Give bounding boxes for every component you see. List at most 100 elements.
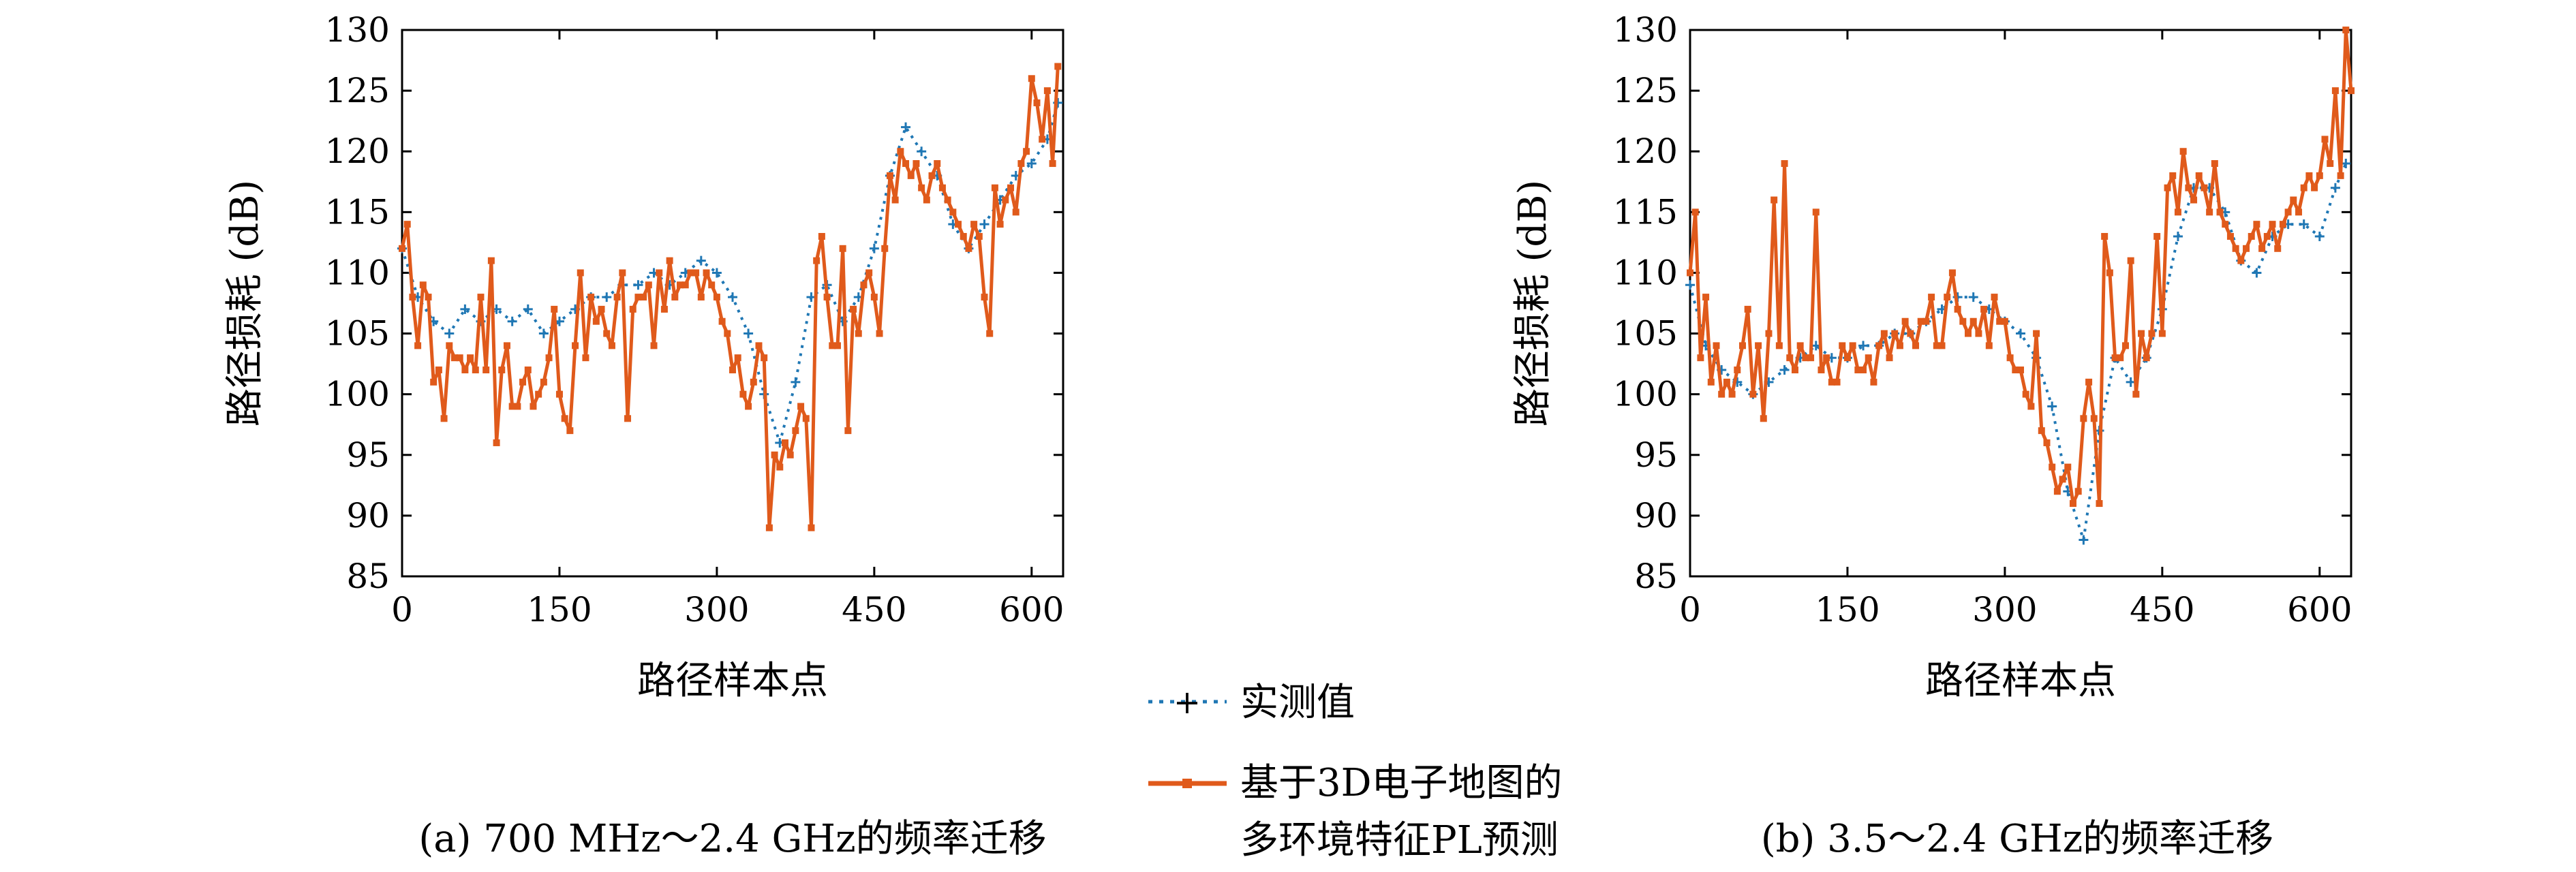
model-point — [2216, 208, 2224, 216]
model-point — [1828, 378, 1835, 386]
model-point — [2049, 463, 2056, 471]
model-point — [1049, 160, 1056, 168]
model-point — [2311, 184, 2318, 191]
measured-point — [2299, 219, 2309, 230]
plot-frame — [1689, 29, 2352, 578]
model-point — [2290, 196, 2297, 204]
model-point — [2337, 172, 2344, 179]
measured-point — [1968, 292, 1978, 302]
model-point — [870, 294, 878, 301]
model-point — [535, 390, 542, 398]
model-point — [467, 354, 474, 362]
model-point — [2295, 208, 2303, 216]
legend-model-label-line1: 基于3D电子地图的 — [1240, 761, 1563, 805]
model-point — [677, 281, 684, 289]
model-point — [2153, 232, 2161, 240]
model-point — [2190, 196, 2198, 204]
y-tick-label: 120 — [1613, 131, 1678, 171]
model-point — [724, 330, 731, 337]
model-point — [666, 257, 673, 264]
model-point — [1891, 330, 1899, 337]
model-point — [1812, 208, 1820, 216]
y-tick-label: 110 — [1613, 253, 1678, 292]
model-point — [435, 367, 442, 374]
model-point — [1687, 269, 1693, 277]
model-point — [640, 294, 647, 301]
model-point — [1849, 342, 1856, 349]
model-point — [844, 427, 852, 435]
model-point — [2006, 354, 2014, 362]
legend-model-label-line2: 多环境特征PL预测 — [1240, 818, 1559, 862]
measured-point — [2079, 535, 2089, 545]
measured-point — [979, 219, 990, 230]
model-point — [1043, 87, 1051, 95]
measured-point — [444, 328, 455, 339]
model-point — [2017, 367, 2024, 374]
model-point — [603, 330, 611, 337]
model-point — [1765, 330, 1773, 337]
model-point — [2117, 354, 2124, 362]
model-point — [1807, 354, 1815, 362]
model-point — [530, 403, 537, 410]
y-tick-label: 95 — [346, 435, 390, 475]
measured-point — [2047, 401, 2057, 411]
model-point — [1691, 208, 1699, 216]
model-point — [1755, 342, 1762, 349]
model-point — [2253, 221, 2260, 228]
model-point — [2174, 208, 2181, 216]
y-tick-label: 90 — [1634, 496, 1678, 535]
y-tick-label: 85 — [1634, 557, 1678, 596]
measured-point — [711, 268, 722, 278]
measured-point — [791, 377, 801, 387]
x-axis-label: 路径样本点 — [637, 659, 828, 703]
x-tick-label: 450 — [842, 590, 906, 629]
y-tick-label: 130 — [325, 10, 390, 50]
model-point — [745, 403, 752, 410]
model-point — [660, 305, 668, 313]
model-point — [592, 317, 600, 325]
model-point — [1854, 367, 1862, 374]
model-point — [708, 281, 716, 289]
model-point — [902, 160, 910, 168]
legend-measured-marker: + — [1174, 683, 1201, 721]
series-model-line — [1688, 28, 2353, 505]
model-point — [2342, 27, 2350, 33]
model-point — [928, 172, 936, 179]
model-point — [1734, 367, 1741, 374]
model-point — [519, 378, 527, 386]
model-point — [1818, 367, 1825, 374]
model-point — [1702, 294, 1710, 301]
y-axis-label: 路径损耗 (dB) — [223, 180, 267, 427]
x-tick-label: 600 — [999, 590, 1064, 629]
model-point — [1944, 294, 1951, 301]
model-point — [619, 269, 626, 277]
model-point — [786, 451, 794, 458]
model-point — [750, 378, 757, 386]
model-point — [572, 342, 579, 349]
model-point — [944, 196, 951, 204]
x-tick-label: 150 — [1815, 590, 1880, 629]
model-point — [755, 342, 763, 349]
model-point — [624, 415, 632, 422]
model-point — [2269, 221, 2276, 228]
measured-point — [538, 328, 549, 339]
model-point — [656, 269, 663, 277]
model-point — [2185, 184, 2192, 191]
y-tick-label: 130 — [1613, 10, 1678, 50]
model-point — [1833, 378, 1841, 386]
y-tick-label: 100 — [325, 375, 390, 414]
model-point — [697, 294, 705, 301]
measured-point — [1026, 159, 1037, 169]
model-point — [2143, 354, 2150, 362]
model-point — [613, 294, 621, 301]
model-point — [555, 390, 563, 398]
model-point — [981, 294, 988, 301]
x-tick-label: 450 — [2130, 590, 2194, 629]
y-tick-label: 115 — [325, 192, 390, 232]
model-point — [1760, 415, 1767, 422]
model-point — [923, 196, 930, 204]
model-point — [2022, 390, 2029, 398]
model-point — [1770, 196, 1778, 204]
model-point — [2158, 330, 2166, 337]
model-point — [2179, 148, 2187, 155]
